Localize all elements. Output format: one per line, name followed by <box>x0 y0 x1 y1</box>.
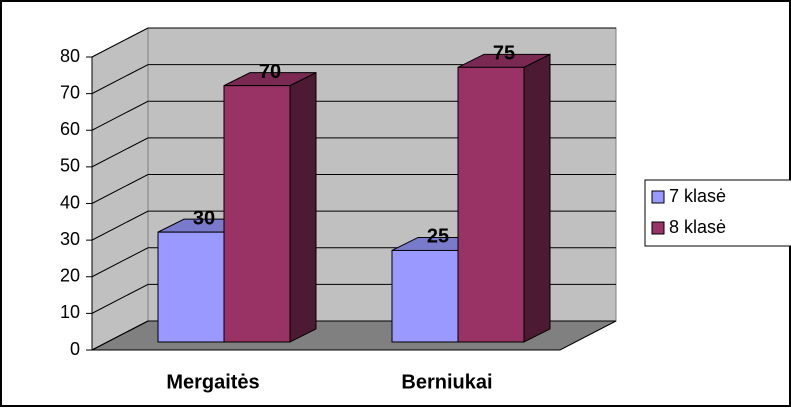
bar <box>223 71 317 343</box>
bar-front <box>157 231 225 343</box>
legend-label: 8 klasė <box>669 217 726 237</box>
x-tick-label: Berniukai <box>401 371 492 393</box>
bar-front <box>391 249 459 343</box>
y-tick-label: 20 <box>60 266 80 286</box>
y-tick-label: 70 <box>60 82 80 102</box>
x-tick-label: Mergaitės <box>166 371 259 393</box>
legend-box <box>644 179 791 247</box>
y-tick-label: 50 <box>60 156 80 176</box>
y-tick-label: 0 <box>70 339 80 359</box>
legend-swatch <box>651 221 665 235</box>
value-label: 30 <box>193 207 215 229</box>
y-tick-label: 60 <box>60 119 80 139</box>
bar-side <box>289 71 317 343</box>
bar <box>457 53 551 343</box>
y-tick-label: 10 <box>60 302 80 322</box>
y-tick-label: 40 <box>60 192 80 212</box>
bar-front <box>457 66 525 343</box>
y-tick-label: 30 <box>60 229 80 249</box>
bar-side <box>523 53 551 343</box>
value-label: 25 <box>427 226 449 248</box>
legend-swatch <box>651 190 665 204</box>
bar-front <box>223 85 291 343</box>
grid-line <box>91 27 616 58</box>
value-label: 70 <box>259 61 281 83</box>
y-tick-label: 80 <box>60 46 80 66</box>
legend-label: 7 klasė <box>669 186 726 206</box>
value-label: 75 <box>493 43 515 65</box>
grid-line <box>91 64 616 95</box>
